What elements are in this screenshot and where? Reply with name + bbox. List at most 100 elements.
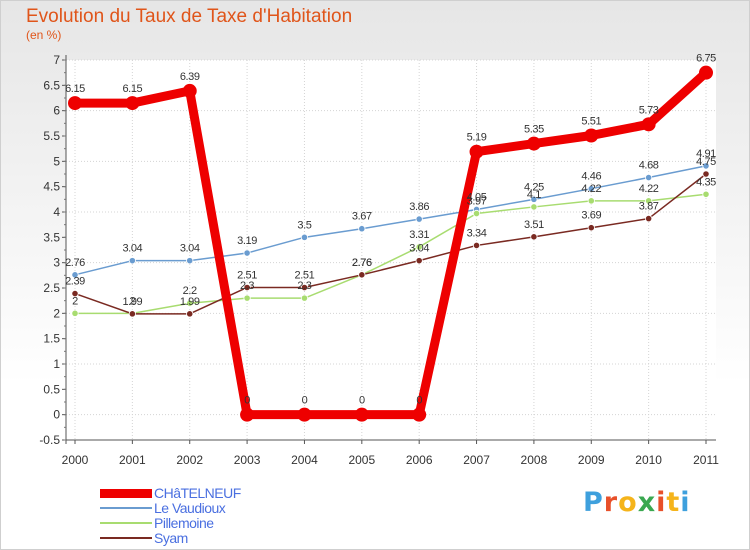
y-tick-label: 6.5 xyxy=(43,78,60,92)
data-point xyxy=(243,294,251,302)
data-label: 2.76 xyxy=(352,257,372,269)
x-tick-label: 2009 xyxy=(578,453,605,467)
data-point xyxy=(358,225,366,233)
data-label: 4.22 xyxy=(639,183,659,195)
data-point xyxy=(415,257,423,265)
data-label: 3.19 xyxy=(237,235,257,247)
x-tick-label: 2010 xyxy=(635,453,662,467)
data-point xyxy=(125,96,140,111)
data-label: 4.68 xyxy=(639,160,659,172)
data-point xyxy=(182,83,197,98)
data-label: 5.35 xyxy=(524,124,544,136)
brand-letter: o xyxy=(618,487,638,518)
data-label: 3.04 xyxy=(180,243,200,255)
legend-swatch xyxy=(100,522,152,524)
legend-swatch xyxy=(100,537,152,539)
y-tick-label: 5 xyxy=(53,154,60,168)
data-label: 3.04 xyxy=(122,243,142,255)
data-label: 4.46 xyxy=(581,171,601,183)
data-point xyxy=(641,117,656,132)
series-line-3 xyxy=(74,173,707,315)
data-label: 2.51 xyxy=(295,269,315,281)
data-label: 4.1 xyxy=(527,189,541,201)
data-point xyxy=(300,283,309,292)
y-tick-label: 5.5 xyxy=(43,129,60,143)
data-label: 1.99 xyxy=(122,296,142,308)
data-label: 3.04 xyxy=(409,243,429,255)
y-tick-label: 0.5 xyxy=(43,382,60,396)
data-label: 3.31 xyxy=(409,229,429,241)
y-tick-label: 0 xyxy=(53,408,60,422)
data-label: 6.39 xyxy=(180,71,200,83)
data-point xyxy=(587,197,595,205)
data-point xyxy=(584,128,599,143)
data-point xyxy=(71,271,79,279)
data-point xyxy=(71,309,79,317)
data-label: 4.05 xyxy=(467,191,487,203)
data-labels: 6.15 6.15 6.39 0 0 0 0 5.19 5.35 5.51 5.73 6.75 2.76… xyxy=(65,53,716,407)
data-label: 5.73 xyxy=(639,104,659,116)
data-point xyxy=(699,65,713,80)
data-point xyxy=(186,310,194,318)
y-tick-label: 4.5 xyxy=(43,180,60,194)
x-tick-label: 2005 xyxy=(348,453,375,467)
data-point xyxy=(587,185,595,193)
y-tick-label: 3 xyxy=(53,256,60,270)
legend-item: Pillemoine xyxy=(100,515,214,531)
brand-letter: t xyxy=(666,487,681,518)
legend-item: CHâTELNEUF xyxy=(100,485,241,501)
data-label: 4.22 xyxy=(581,183,601,195)
data-label: 4.75 xyxy=(696,156,716,168)
data-label: 6.15 xyxy=(65,83,85,95)
chart-title: Evolution du Taux de Taxe d'Habitation xyxy=(26,6,353,27)
data-point xyxy=(702,162,710,170)
data-label: 2.3 xyxy=(240,280,254,292)
y-tick-label: -0.5 xyxy=(39,433,60,447)
y-tick-label: 2 xyxy=(53,306,60,320)
data-label: 1.99 xyxy=(180,296,200,308)
data-label: 2.76 xyxy=(352,257,372,269)
data-label: 4.91 xyxy=(696,148,716,160)
data-label: 2.51 xyxy=(237,269,257,281)
y-tick-label: 2.5 xyxy=(43,281,60,295)
data-label: 2.3 xyxy=(297,280,311,292)
unit-label: (en %) xyxy=(26,28,62,42)
legend-label: Pillemoine xyxy=(154,515,214,531)
data-label: 2.39 xyxy=(65,276,85,288)
brand-letter: i xyxy=(656,487,667,518)
brand-letter: r xyxy=(603,487,619,518)
data-point xyxy=(645,197,653,205)
data-label: 2 xyxy=(72,295,78,307)
data-label: 6.15 xyxy=(122,83,142,95)
data-point xyxy=(68,96,82,111)
series-line-0 xyxy=(70,68,711,420)
data-point xyxy=(354,407,369,422)
brand-letter: P xyxy=(583,487,604,518)
series-line-1 xyxy=(74,165,707,276)
data-point xyxy=(186,299,194,307)
data-point xyxy=(415,215,423,223)
y-tick-label: 6 xyxy=(53,104,60,118)
y-tick-label: 1 xyxy=(53,357,60,371)
data-label: 0 xyxy=(302,395,308,407)
series-line-2 xyxy=(74,193,707,315)
data-point xyxy=(472,241,481,250)
y-tick-label: 7 xyxy=(53,53,60,67)
data-label: 3.69 xyxy=(581,210,601,222)
data-label: 4.25 xyxy=(524,181,544,193)
legend-label: Le Vaudioux xyxy=(154,500,226,516)
data-label: 0 xyxy=(359,395,365,407)
data-point xyxy=(415,243,423,251)
data-label: 3.87 xyxy=(639,201,659,213)
plot-area xyxy=(66,60,716,440)
data-point xyxy=(587,224,595,232)
data-point xyxy=(358,271,366,279)
data-point xyxy=(702,190,710,198)
x-tick-label: 2007 xyxy=(463,453,490,467)
x-tick-label: 2011 xyxy=(693,453,719,467)
legend-label: CHâTELNEUF xyxy=(154,485,241,501)
data-label: 2 xyxy=(130,295,136,307)
grid xyxy=(66,59,716,440)
